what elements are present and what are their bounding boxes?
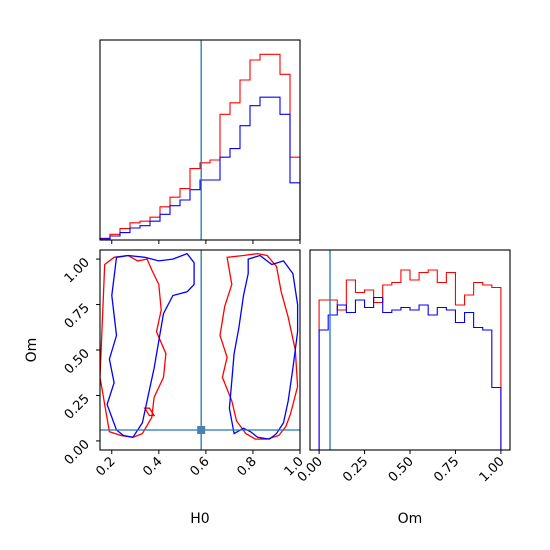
contour-truth-marker [197,426,206,434]
contour-y-tick-label: 0.25 [62,392,93,423]
om-axis-label-left: Om [24,338,40,363]
contour-x-tick-label: 0.4 [140,454,165,479]
contour-y-tick-label: 1.00 [62,255,93,286]
om-hist-series-red [318,269,502,450]
om-axis-label-bottom: Om [398,511,423,527]
contour-y-tick-label: 0.00 [62,437,93,468]
contour-y-tick-label: 0.50 [62,346,93,377]
contour-red-region [219,252,299,440]
contour-frame [99,249,301,451]
om-x-tick-label: 0.50 [386,454,417,485]
contour-blue-region [228,254,299,440]
h0-axis-label: H0 [190,511,209,527]
contour-y-tick-label: 0.75 [62,301,93,332]
om-hist-series-blue [318,296,502,450]
contour-x-tick-label: 0.2 [93,454,118,479]
h0-hist-series-blue [99,96,301,240]
contour-x-tick-label: 0.6 [187,454,212,479]
contour-x-tick-label: 0.8 [235,454,260,479]
contour-red-region [143,407,156,417]
contour-layer [100,252,299,440]
om-x-tick-label: 1.00 [477,454,508,485]
contour-red-region [100,254,167,438]
h0-hist-frame [99,39,301,241]
om-x-tick-label: 0.75 [431,454,462,485]
om-x-tick-label: 0.25 [340,454,371,485]
contour-blue-region [106,252,195,439]
h0-hist-series-red [99,53,301,240]
